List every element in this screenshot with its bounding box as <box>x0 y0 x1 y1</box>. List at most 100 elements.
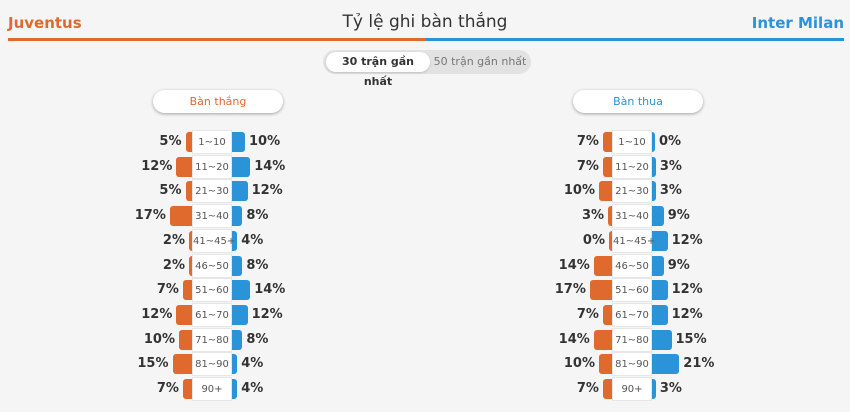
interval-label: 51~60 <box>192 278 232 303</box>
away-percent: 12% <box>671 306 703 322</box>
interval-label: 61~70 <box>192 302 232 327</box>
goals-conceded-label[interactable]: Bàn thua <box>573 90 703 113</box>
interval-label: 21~30 <box>612 179 652 204</box>
interval-row: 2% 4% 41~45+ <box>96 228 336 253</box>
home-percent: 10% <box>563 356 595 372</box>
interval-label: 41~45+ <box>612 228 655 253</box>
away-bar <box>652 379 656 399</box>
interval-label: 51~60 <box>612 278 652 303</box>
away-percent: 12% <box>671 232 703 248</box>
away-team-name[interactable]: Inter Milan <box>751 14 844 32</box>
away-percent: 8% <box>246 208 269 224</box>
interval-row: 7% 3% 11~20 <box>516 154 756 179</box>
away-percent: 9% <box>667 208 690 224</box>
goals-scored-label[interactable]: Bàn thắng <box>153 90 283 113</box>
home-bar <box>185 181 192 202</box>
home-percent: 2% <box>162 257 185 273</box>
interval-label: 1~10 <box>612 130 652 154</box>
interval-row: 17% 12% 51~60 <box>516 278 756 303</box>
home-percent: 14% <box>558 331 590 347</box>
away-bar <box>652 230 668 251</box>
interval-label: 1~10 <box>192 130 232 154</box>
home-percent: 7% <box>156 282 179 298</box>
interval-label: 31~40 <box>612 204 652 229</box>
interval-row: 2% 8% 46~50 <box>96 253 336 278</box>
home-bar <box>176 304 192 325</box>
interval-label: 71~80 <box>612 327 652 352</box>
home-bar <box>172 354 192 375</box>
tab-last-30-matches[interactable]: 30 trận gần nhất <box>326 52 430 88</box>
away-bar <box>652 354 680 375</box>
away-percent: 14% <box>254 282 286 298</box>
home-bar <box>189 230 192 251</box>
away-percent: 12% <box>251 183 283 199</box>
interval-row: 10% 8% 71~80 <box>96 327 336 352</box>
interval-row: 17% 8% 31~40 <box>96 204 336 229</box>
home-bar <box>593 329 612 350</box>
home-bar <box>609 230 612 251</box>
away-bar <box>232 304 248 325</box>
interval-label: 71~80 <box>192 327 232 352</box>
home-bar <box>182 379 192 399</box>
home-bar <box>593 255 612 276</box>
away-bar <box>652 280 668 301</box>
interval-row: 10% 3% 21~30 <box>516 179 756 204</box>
home-percent: 7% <box>156 381 179 396</box>
away-bar <box>652 181 656 202</box>
away-bar <box>232 156 251 177</box>
away-bar <box>232 181 248 202</box>
interval-row: 7% 12% 61~70 <box>516 302 756 327</box>
home-bar <box>189 255 192 276</box>
away-percent: 8% <box>246 331 269 347</box>
away-bar <box>232 329 243 350</box>
interval-label: 21~30 <box>192 179 232 204</box>
away-percent: 12% <box>671 282 703 298</box>
tab-last-50-matches[interactable]: 50 trận gần nhất <box>433 55 527 68</box>
home-percent: 17% <box>554 282 586 298</box>
away-percent: 3% <box>659 158 682 174</box>
away-bar <box>232 280 251 301</box>
away-percent: 14% <box>254 158 286 174</box>
home-bar <box>602 156 612 177</box>
interval-row: 7% 4% 90+ <box>96 377 336 401</box>
home-bar <box>602 379 612 399</box>
away-percent: 0% <box>659 134 682 149</box>
interval-label: 81~90 <box>612 352 652 377</box>
interval-row: 7% 14% 51~60 <box>96 278 336 303</box>
away-bar <box>232 255 243 276</box>
home-bar <box>589 280 612 301</box>
interval-row: 14% 15% 71~80 <box>516 327 756 352</box>
home-percent: 7% <box>576 306 599 322</box>
home-percent: 7% <box>576 134 599 149</box>
away-percent: 8% <box>246 257 269 273</box>
header: Juventus Tỷ lệ ghi bàn thắng Inter Milan <box>0 0 850 44</box>
interval-label: 46~50 <box>192 253 232 278</box>
home-bar <box>185 132 192 152</box>
interval-row: 12% 12% 61~70 <box>96 302 336 327</box>
interval-label: 90+ <box>612 377 652 401</box>
home-team-name[interactable]: Juventus <box>8 14 82 32</box>
interval-label: 31~40 <box>192 204 232 229</box>
home-percent: 17% <box>134 208 166 224</box>
away-percent: 10% <box>249 134 281 149</box>
interval-label: 61~70 <box>612 302 652 327</box>
away-percent: 15% <box>675 331 707 347</box>
home-percent: 0% <box>582 232 605 248</box>
home-bar <box>599 354 612 375</box>
interval-label: 46~50 <box>612 253 652 278</box>
away-bar <box>232 230 238 251</box>
interval-row: 5% 12% 21~30 <box>96 179 336 204</box>
interval-label: 11~20 <box>612 154 652 179</box>
home-bar <box>602 132 612 152</box>
away-percent: 3% <box>659 381 682 396</box>
home-bar <box>602 304 612 325</box>
away-bar <box>232 379 238 399</box>
home-percent: 2% <box>162 232 185 248</box>
home-percent: 5% <box>159 134 182 149</box>
away-percent: 3% <box>659 183 682 199</box>
away-bar <box>652 132 655 152</box>
home-percent: 7% <box>576 158 599 174</box>
away-bar <box>652 206 664 227</box>
away-bar <box>232 132 245 152</box>
interval-row: 15% 4% 81~90 <box>96 352 336 377</box>
